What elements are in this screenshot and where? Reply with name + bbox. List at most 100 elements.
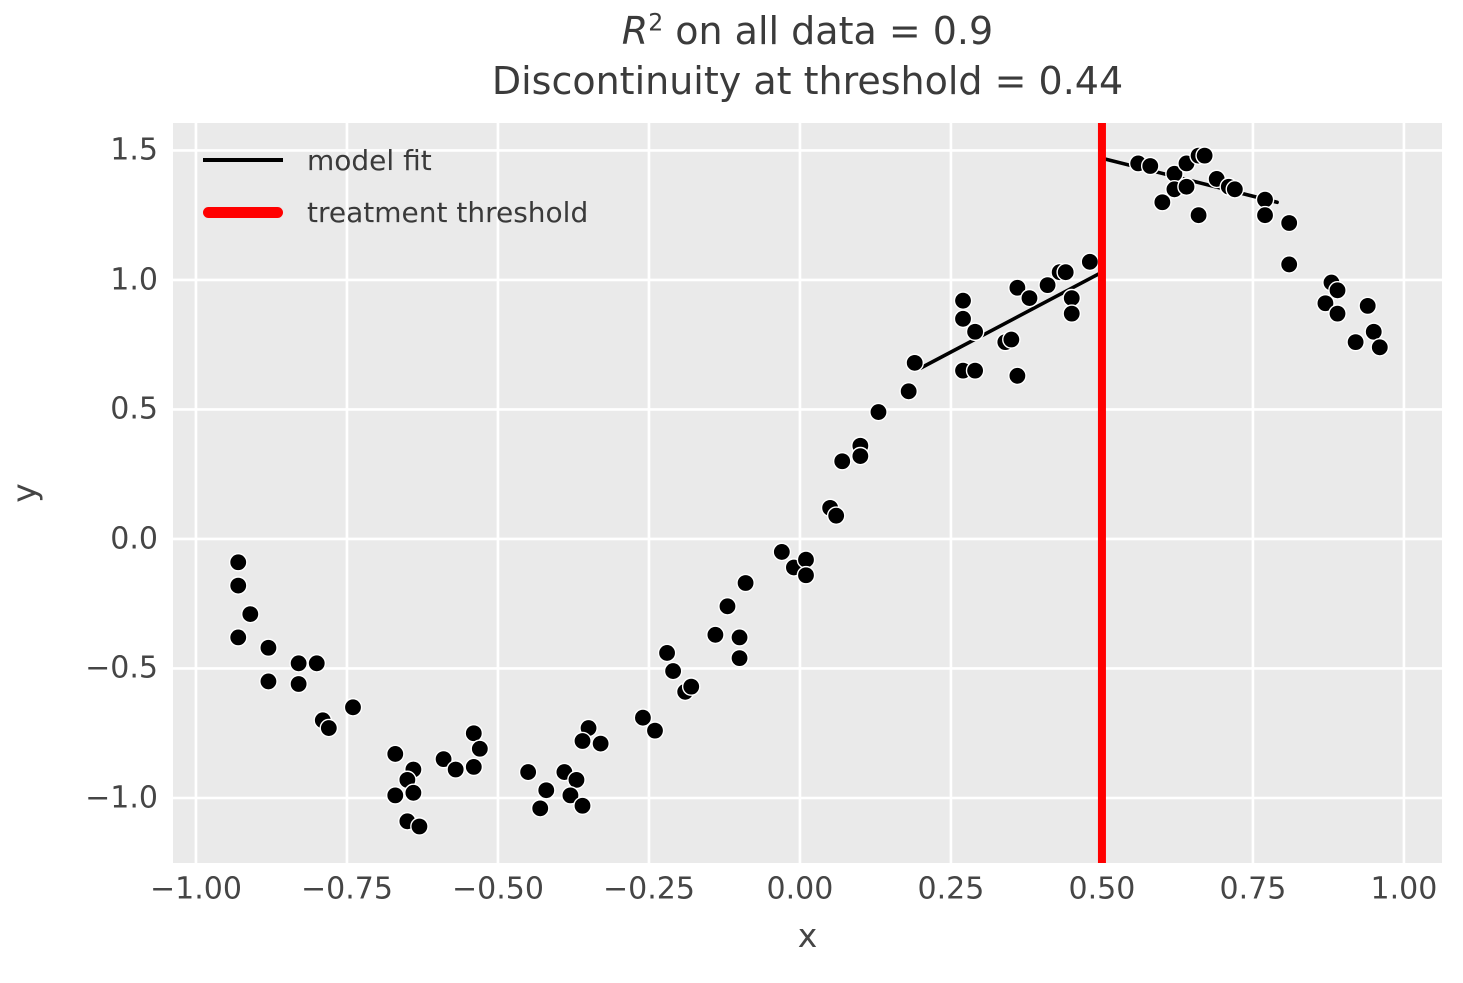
scatter-point	[530, 799, 550, 818]
scatter-point	[1140, 156, 1160, 176]
scatter-point	[404, 783, 423, 803]
scatter-point	[826, 506, 846, 525]
scatter-point	[1328, 304, 1347, 323]
y-tick-label: −1.0	[85, 780, 158, 816]
scatter-point	[573, 731, 592, 751]
scatter-point	[772, 542, 792, 562]
scatter-point	[1062, 304, 1082, 323]
chart-title-line2: Discontinuity at threshold = 0.44	[491, 59, 1124, 104]
scatter-point	[385, 744, 405, 764]
scatter-point	[1255, 190, 1275, 209]
scatter-point	[434, 749, 453, 769]
scatter-point	[259, 672, 278, 691]
chart-title-line1: R2 on all data = 0.9	[173, 6, 1442, 56]
scatter-point	[663, 661, 683, 681]
scatter-point	[1316, 293, 1335, 313]
scatter-point	[718, 597, 737, 616]
scatter-point	[289, 654, 308, 673]
legend: model fit treatment threshold	[203, 141, 588, 231]
scatter-point	[706, 625, 725, 645]
legend-item-model-fit: model fit	[203, 141, 588, 179]
scatter-point	[1346, 332, 1365, 352]
scatter-point	[385, 786, 405, 805]
model-fit-line	[918, 270, 1104, 370]
scatter-point	[730, 628, 749, 647]
scatter-point	[410, 817, 429, 836]
x-tick-label: 0.50	[1068, 871, 1136, 907]
scatter-point	[259, 638, 278, 658]
scatter-point	[241, 604, 260, 624]
legend-label: model fit	[307, 143, 432, 177]
x-tick-label: 0.25	[917, 871, 985, 907]
scatter-point	[591, 734, 610, 753]
scatter-point	[1008, 366, 1027, 386]
scatter-point	[796, 550, 816, 569]
x-tick-label: −1.00	[149, 871, 242, 907]
scatter-point	[1153, 192, 1172, 212]
chart-title: R2 on all data = 0.9 Discontinuity at th…	[173, 6, 1442, 106]
threshold-line-swatch	[203, 206, 283, 218]
scatter-point	[464, 723, 484, 743]
scatter-point	[1038, 275, 1057, 295]
legend-label: treatment threshold	[307, 195, 589, 229]
scatter-point	[228, 552, 248, 572]
scatter-point	[1056, 262, 1076, 282]
scatter-point	[633, 708, 653, 727]
scatter-point	[1279, 255, 1299, 274]
scatter-point	[869, 402, 888, 422]
scatter-point	[965, 322, 985, 342]
scatter-point	[1189, 205, 1208, 225]
title-line1-text: on all data = 0.9	[663, 9, 994, 53]
scatter-point	[1062, 288, 1082, 308]
x-axis-label: x	[797, 916, 818, 955]
scatter-point	[730, 648, 749, 668]
y-tick-label: 1.5	[110, 132, 158, 168]
scatter-point	[736, 573, 755, 593]
scatter-point	[657, 643, 677, 663]
scatter-point	[536, 780, 556, 800]
y-tick-label: 0.5	[110, 391, 158, 427]
scatter-point	[1080, 252, 1100, 272]
scatter-point	[1364, 322, 1384, 342]
plot-area	[173, 123, 1442, 863]
scatter-point	[965, 361, 985, 380]
scatter-point	[1279, 213, 1299, 233]
r-symbol: R	[621, 9, 649, 53]
scatter-point	[851, 446, 870, 466]
legend-item-treatment-threshold: treatment threshold	[203, 193, 588, 231]
x-tick-label: −0.25	[602, 871, 695, 907]
x-tick-label: 0.75	[1219, 871, 1287, 907]
y-tick-label: −0.5	[85, 650, 158, 686]
scatter-point	[832, 451, 852, 471]
scatter-point	[681, 677, 701, 696]
scatter-point	[446, 760, 465, 779]
scatter-point	[1177, 177, 1196, 197]
scatter-point	[573, 796, 592, 816]
y-tick-label: 0.0	[110, 521, 158, 557]
scatter-point	[228, 628, 248, 647]
y-axis-label: y	[4, 483, 44, 503]
scatter-point	[567, 770, 586, 790]
scatter-point	[343, 698, 363, 717]
scatter-point	[645, 721, 665, 740]
scatter-point	[1358, 296, 1378, 316]
y-tick-label: 1.0	[110, 262, 158, 298]
scatter-point	[307, 654, 327, 673]
x-tick-label: 0.00	[766, 871, 834, 907]
scatter-point	[1195, 146, 1214, 165]
scatter-point	[1020, 288, 1039, 308]
scatter-point	[518, 762, 538, 782]
scatter-point	[464, 757, 484, 777]
x-tick-label: −0.75	[300, 871, 393, 907]
chart-canvas	[173, 123, 1442, 863]
x-tick-label: −0.50	[451, 871, 544, 907]
model-fit-line-swatch	[203, 158, 283, 162]
scatter-point	[905, 353, 925, 373]
scatter-point	[1370, 338, 1390, 357]
scatter-point	[1328, 281, 1347, 300]
r-exponent: 2	[648, 8, 664, 37]
scatter-point	[470, 739, 490, 759]
scatter-point	[228, 576, 248, 595]
scatter-point	[899, 382, 918, 401]
